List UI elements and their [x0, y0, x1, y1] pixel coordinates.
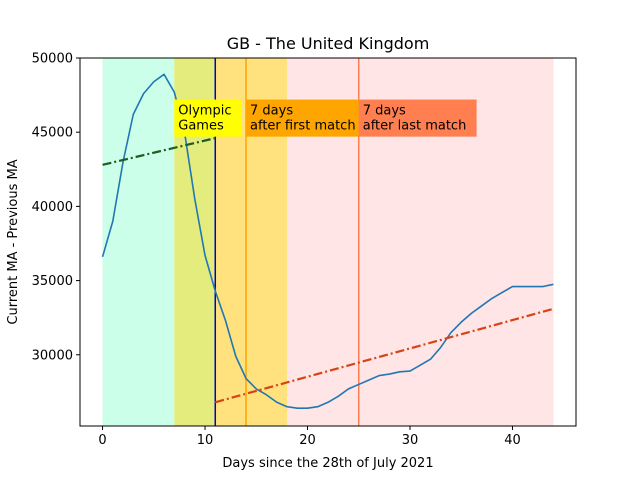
- x-axis-label: Days since the 28th of July 2021: [222, 456, 433, 471]
- x-tick-label-0: 0: [98, 433, 106, 448]
- annotation-text-0-1: Games: [178, 119, 224, 134]
- annotation-text-2-0: 7 days: [363, 104, 406, 119]
- x-tick-label-3: 30: [402, 433, 419, 448]
- y-tick-label-2: 40000: [32, 200, 73, 215]
- annotation-text-2-1: after last match: [363, 119, 467, 134]
- y-tick-label-0: 30000: [32, 348, 73, 363]
- y-axis-label: Current MA - Previous MA: [6, 159, 21, 324]
- trend-line-1: [102, 137, 216, 166]
- chart-title: GB - The United Kingdom: [227, 34, 430, 53]
- annotation-box-2: [358, 99, 477, 137]
- band-0: [102, 58, 175, 426]
- x-tick-label-1: 10: [197, 433, 214, 448]
- x-tick-label-4: 40: [504, 433, 521, 448]
- plot-frame: [79, 57, 577, 427]
- annotation-text-1-0: 7 days: [250, 104, 293, 119]
- annotation-box-1: [246, 99, 359, 137]
- annotation-box-0: [174, 99, 242, 137]
- y-tick-label-1: 35000: [32, 274, 73, 289]
- trend-line-2: [214, 307, 554, 404]
- annotation-text-0-0: Olympic: [178, 104, 231, 119]
- y-axis-ticks: 30000 35000 40000 45000 50000: [32, 52, 80, 363]
- annotation-text-1-1: after first match: [250, 119, 356, 134]
- x-axis-ticks: 0 10 20 30 40: [98, 426, 521, 448]
- x-tick-label-2: 20: [299, 433, 316, 448]
- y-tick-label-4: 50000: [32, 52, 73, 67]
- y-tick-label-3: 45000: [32, 126, 73, 141]
